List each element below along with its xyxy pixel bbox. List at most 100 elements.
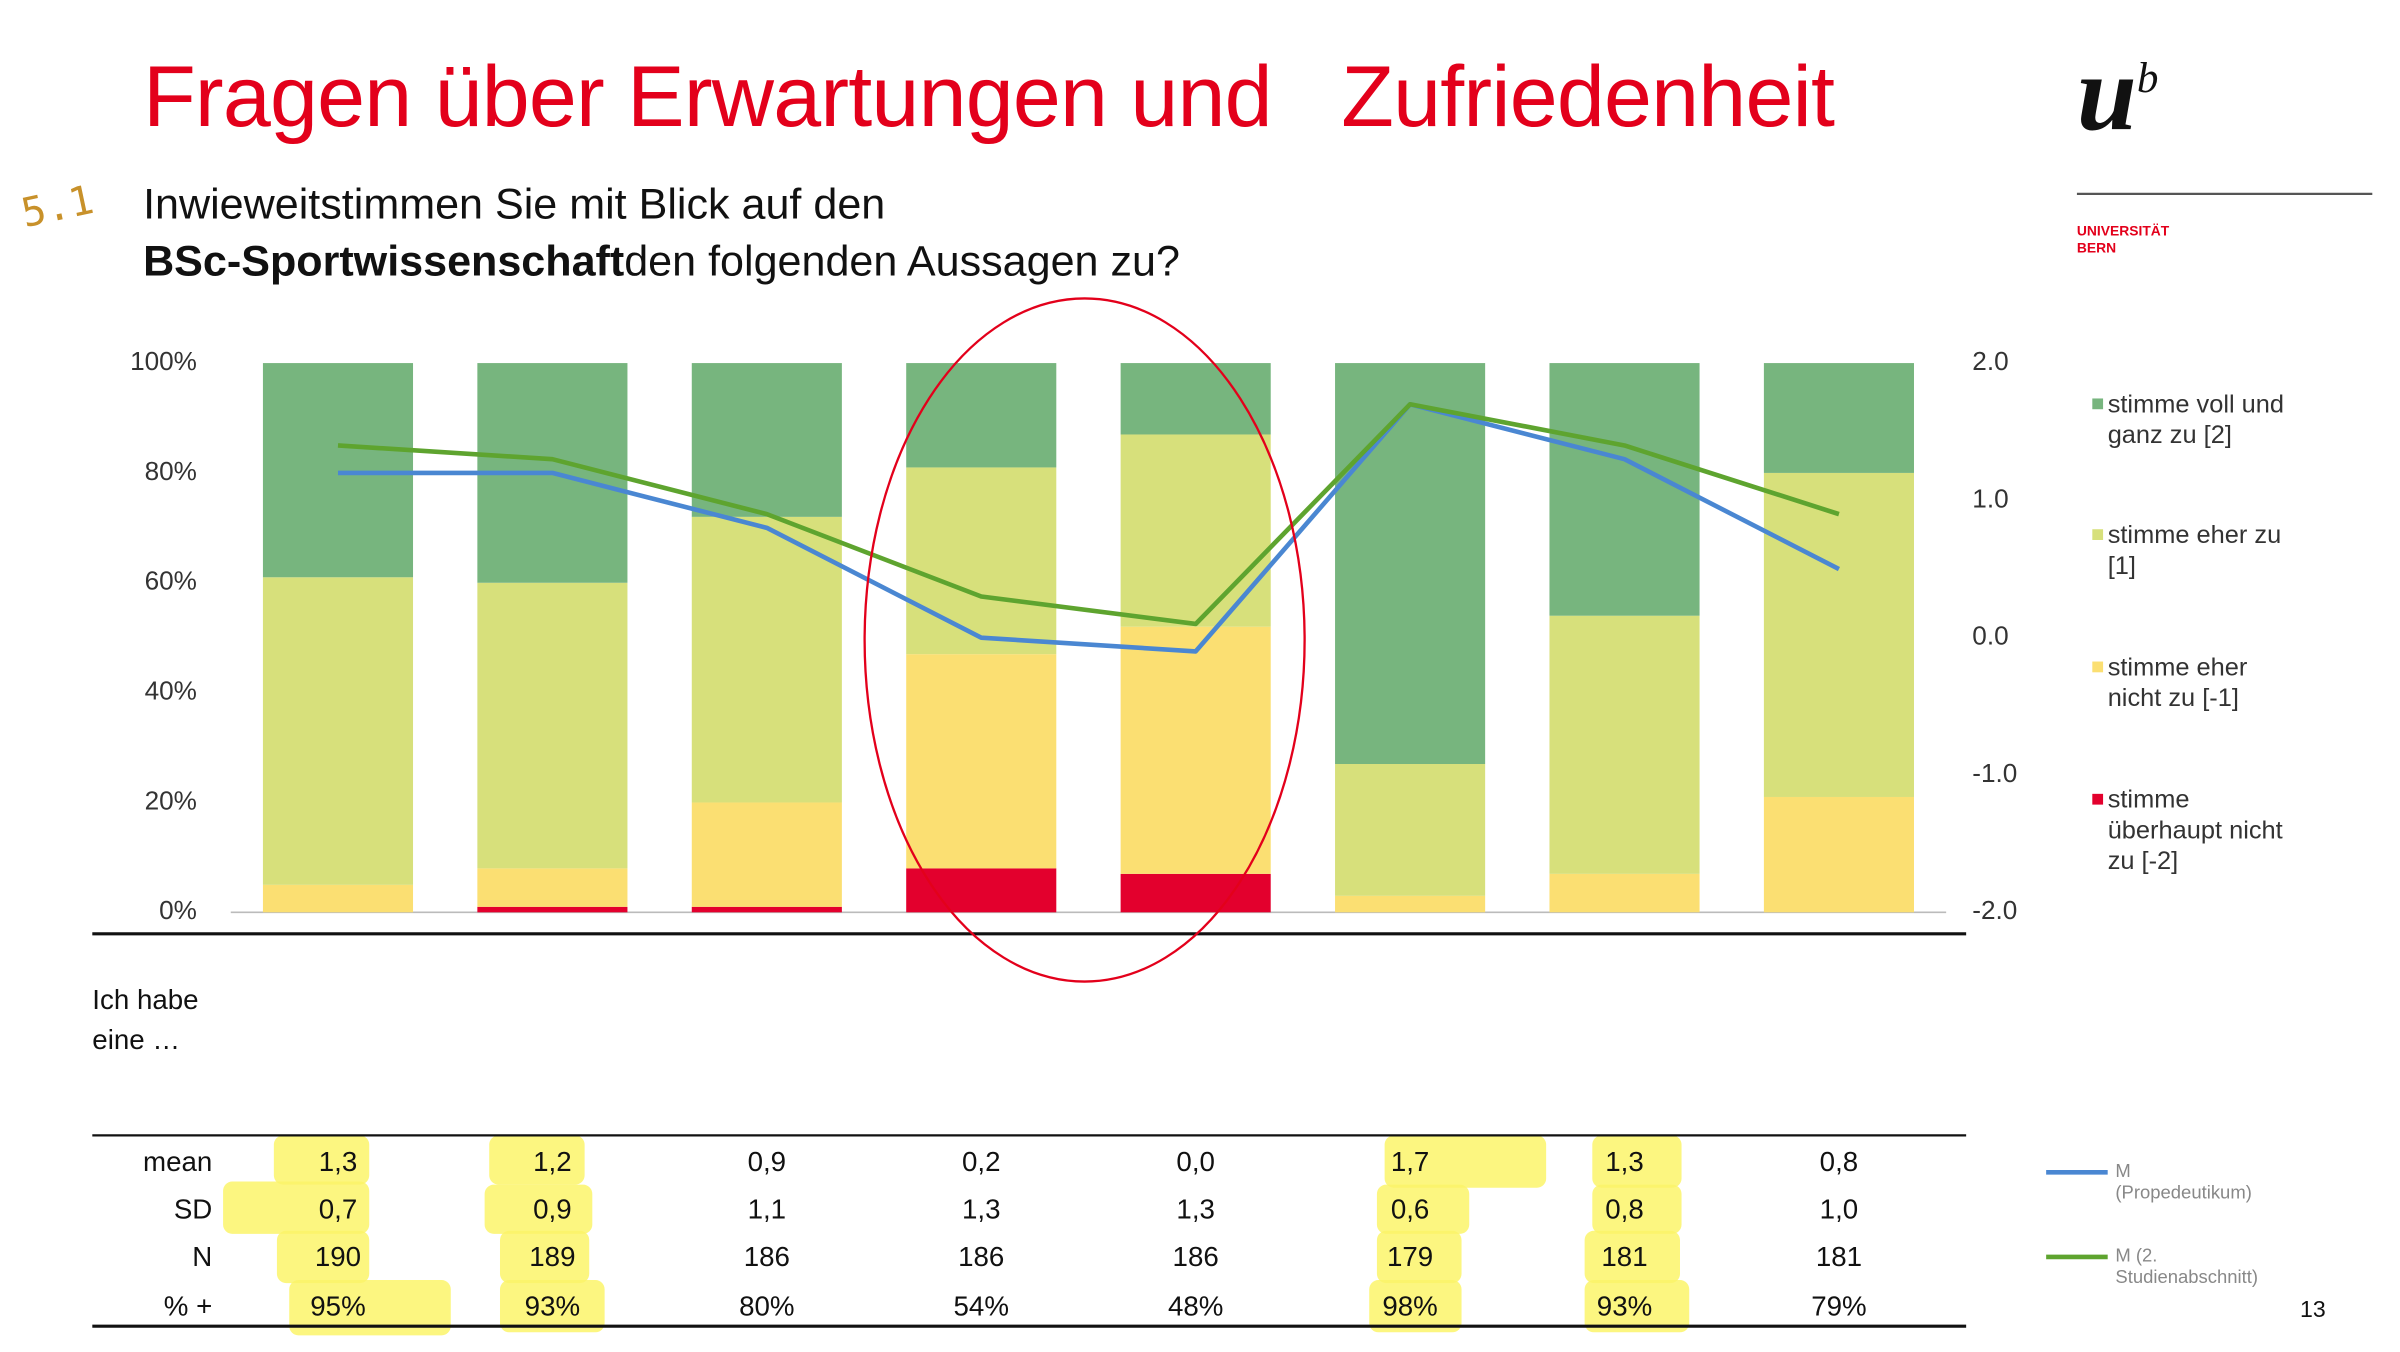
question: Inwieweitstimmen Sie mit Blick auf den bbox=[143, 179, 886, 228]
university-line: UNIVERSITÄT bbox=[2076, 223, 2170, 239]
table-cell: 181 bbox=[1601, 1241, 1648, 1273]
legend-entry: M (Propedeutikum) bbox=[2115, 1159, 2252, 1204]
table-cell: 186 bbox=[958, 1241, 1005, 1273]
table-cell: 1,3 bbox=[1605, 1146, 1644, 1177]
university-line: BERN bbox=[2076, 239, 2117, 256]
question-rest: den folgenden Aussagen zu? bbox=[624, 236, 1180, 285]
plot: 0% 20% 40% 60% 80% 100% -2.0 -1.0 0.0 1.0 2.0 bbox=[130, 346, 2108, 1260]
y2-tick-label: 0.0 bbox=[1972, 621, 2008, 651]
bar-segment bbox=[906, 868, 1057, 913]
row-label: SD bbox=[173, 1193, 213, 1225]
university-name: UNIVERSITÄT BERN bbox=[2077, 223, 2169, 257]
table-cell: 190 bbox=[314, 1241, 362, 1273]
line-series bbox=[337, 401, 1840, 627]
table-cell: 1,3 bbox=[318, 1146, 358, 1177]
bar-segment bbox=[1335, 895, 1486, 913]
bar-segment bbox=[691, 363, 842, 517]
table-cell: 1,3 bbox=[961, 1193, 1001, 1225]
row-label: mean bbox=[143, 1146, 213, 1177]
legend-entry: M (2. Studienabschnitt) bbox=[2115, 1244, 2259, 1288]
table-cell: 1,0 bbox=[1819, 1193, 1859, 1225]
table-cell: 48% bbox=[1167, 1290, 1224, 1322]
legend-entry: stimme eher nicht zu [-1] bbox=[2092, 652, 2307, 714]
bar-segment bbox=[1335, 764, 1486, 896]
y-tick-label: 80% bbox=[145, 456, 197, 486]
bar-segment bbox=[1763, 796, 1914, 913]
bar-segment bbox=[1120, 626, 1271, 874]
legend-swatch bbox=[2092, 529, 2104, 540]
bar-segment bbox=[691, 802, 842, 907]
y-tick-label: 20% bbox=[145, 785, 197, 815]
question-bold: BSc-Sportwissenschaft bbox=[143, 236, 625, 285]
bar-segment bbox=[691, 516, 842, 803]
table-cell: 80% bbox=[739, 1290, 795, 1322]
bar-segment bbox=[477, 906, 628, 913]
legend-swatch bbox=[2092, 793, 2104, 805]
logo-u: u bbox=[2076, 35, 2137, 154]
table-cell: 0,8 bbox=[1819, 1146, 1859, 1177]
bar-segment bbox=[691, 906, 842, 913]
table-cell: 179 bbox=[1386, 1241, 1434, 1273]
bar-segment bbox=[1549, 615, 1700, 874]
slide-title: Fragen über Erwartungen und Zufriedenhei… bbox=[143, 47, 1835, 145]
legend-entry: stimme eher zu [1] bbox=[2092, 520, 2307, 582]
bar-segment bbox=[1120, 873, 1271, 913]
y-tick-label: 100% bbox=[130, 346, 197, 376]
bar-segment bbox=[1549, 363, 1700, 616]
bar-segment bbox=[477, 868, 628, 907]
line-series bbox=[337, 401, 1840, 654]
table-cell: 1,7 bbox=[1390, 1146, 1430, 1177]
row-label: % + bbox=[163, 1290, 213, 1322]
bar-segment bbox=[906, 467, 1057, 655]
bar-segment bbox=[1335, 363, 1486, 765]
table-cell: 0,7 bbox=[318, 1193, 358, 1225]
y2-tick-label: -1.0 bbox=[1972, 758, 2017, 788]
table-cell: 186 bbox=[743, 1241, 790, 1273]
table-cell: 79% bbox=[1811, 1290, 1867, 1322]
legend-swatch bbox=[2092, 661, 2104, 673]
table-cell: 0,2 bbox=[961, 1146, 1001, 1177]
table-cell: 0,9 bbox=[533, 1193, 572, 1225]
bar-segment bbox=[1763, 363, 1914, 473]
table-cell: 181 bbox=[1815, 1241, 1863, 1273]
table-cell: 93% bbox=[1596, 1290, 1653, 1322]
table-cell: 1,3 bbox=[1176, 1193, 1215, 1225]
table-cell: 98% bbox=[1382, 1290, 1438, 1322]
legend-entry: stimme überhaupt nicht zu [-2] bbox=[2092, 785, 2307, 877]
page-number: 13 bbox=[2299, 1296, 2326, 1324]
row-label: N bbox=[192, 1241, 213, 1273]
bar-segment bbox=[906, 654, 1057, 869]
y-tick-label: 60% bbox=[145, 566, 197, 596]
table-cell: 1,1 bbox=[747, 1193, 787, 1225]
logo: ub bbox=[2077, 34, 2158, 157]
table-cell: 95% bbox=[310, 1290, 366, 1322]
y-tick-label: 40% bbox=[145, 676, 197, 706]
table-cell: 0,8 bbox=[1605, 1193, 1644, 1225]
bar-segment bbox=[262, 884, 414, 913]
table-cell: 0,0 bbox=[1176, 1146, 1215, 1177]
logo-b: b bbox=[2136, 54, 2159, 103]
bar-segment bbox=[1549, 873, 1700, 913]
table-cell: 54% bbox=[953, 1290, 1009, 1322]
y2-tick-label: -2.0 bbox=[1972, 895, 2017, 925]
bar-segment bbox=[1763, 472, 1914, 797]
legend-entry: stimme voll und ganz zu [2] bbox=[2092, 389, 2307, 451]
table-cell: 93% bbox=[524, 1290, 581, 1322]
y2-tick-label: 2.0 bbox=[1972, 346, 2008, 376]
bar-segment bbox=[1120, 434, 1271, 627]
bar-segment bbox=[477, 582, 628, 869]
table-cell: 0,9 bbox=[747, 1146, 787, 1177]
bar-segment bbox=[906, 363, 1057, 468]
row-header: Ich habe eine … bbox=[92, 984, 199, 1056]
table-cell: 189 bbox=[529, 1241, 576, 1273]
table-cell: 0,6 bbox=[1390, 1193, 1430, 1225]
legend-swatch bbox=[2092, 398, 2104, 410]
question: BSc-Sportwissenschaftden folgenden Aussa… bbox=[143, 237, 1180, 286]
y-tick-label: 0% bbox=[159, 895, 197, 925]
table-cell: 186 bbox=[1172, 1241, 1219, 1273]
y2-tick-label: 1.0 bbox=[1972, 483, 2008, 513]
highlight-ellipse bbox=[863, 297, 1306, 983]
